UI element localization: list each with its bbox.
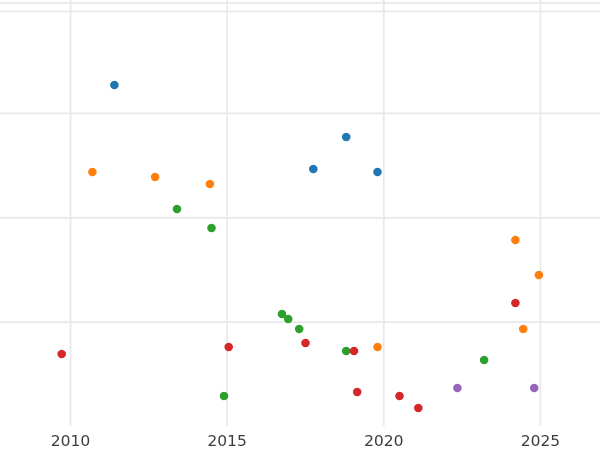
data-point-red — [395, 391, 404, 401]
data-point-blue — [309, 164, 318, 174]
data-point-purple — [529, 383, 539, 393]
data-point-green — [219, 391, 229, 401]
data-point-red — [511, 298, 520, 308]
data-point-orange — [205, 179, 215, 189]
data-point-blue — [373, 167, 382, 177]
data-point-red — [57, 349, 66, 359]
data-point-blue — [110, 80, 119, 90]
data-point-red — [349, 346, 359, 356]
data-point-green — [294, 324, 304, 334]
x-tick-label: 2025 — [521, 432, 560, 450]
data-point-blue — [341, 132, 351, 142]
data-point-green — [172, 204, 182, 214]
data-point-red — [224, 342, 233, 352]
data-point-orange — [534, 270, 544, 280]
x-tick-label: 2010 — [51, 432, 90, 450]
x-tick-label: 2015 — [207, 432, 246, 450]
data-point-orange — [518, 324, 528, 334]
data-point-red — [301, 338, 310, 348]
data-point-green — [283, 314, 293, 324]
data-point-orange — [511, 235, 520, 245]
data-point-red — [352, 387, 362, 397]
x-tick-label: 2020 — [364, 432, 403, 450]
data-point-green — [341, 346, 351, 356]
data-point-orange — [373, 342, 382, 352]
data-point-green — [277, 309, 287, 319]
data-point-orange — [88, 167, 97, 177]
data-point-purple — [453, 383, 462, 393]
data-point-orange — [150, 172, 160, 182]
data-point-green — [207, 223, 216, 233]
data-point-red — [414, 403, 423, 413]
data-point-green — [479, 355, 489, 365]
